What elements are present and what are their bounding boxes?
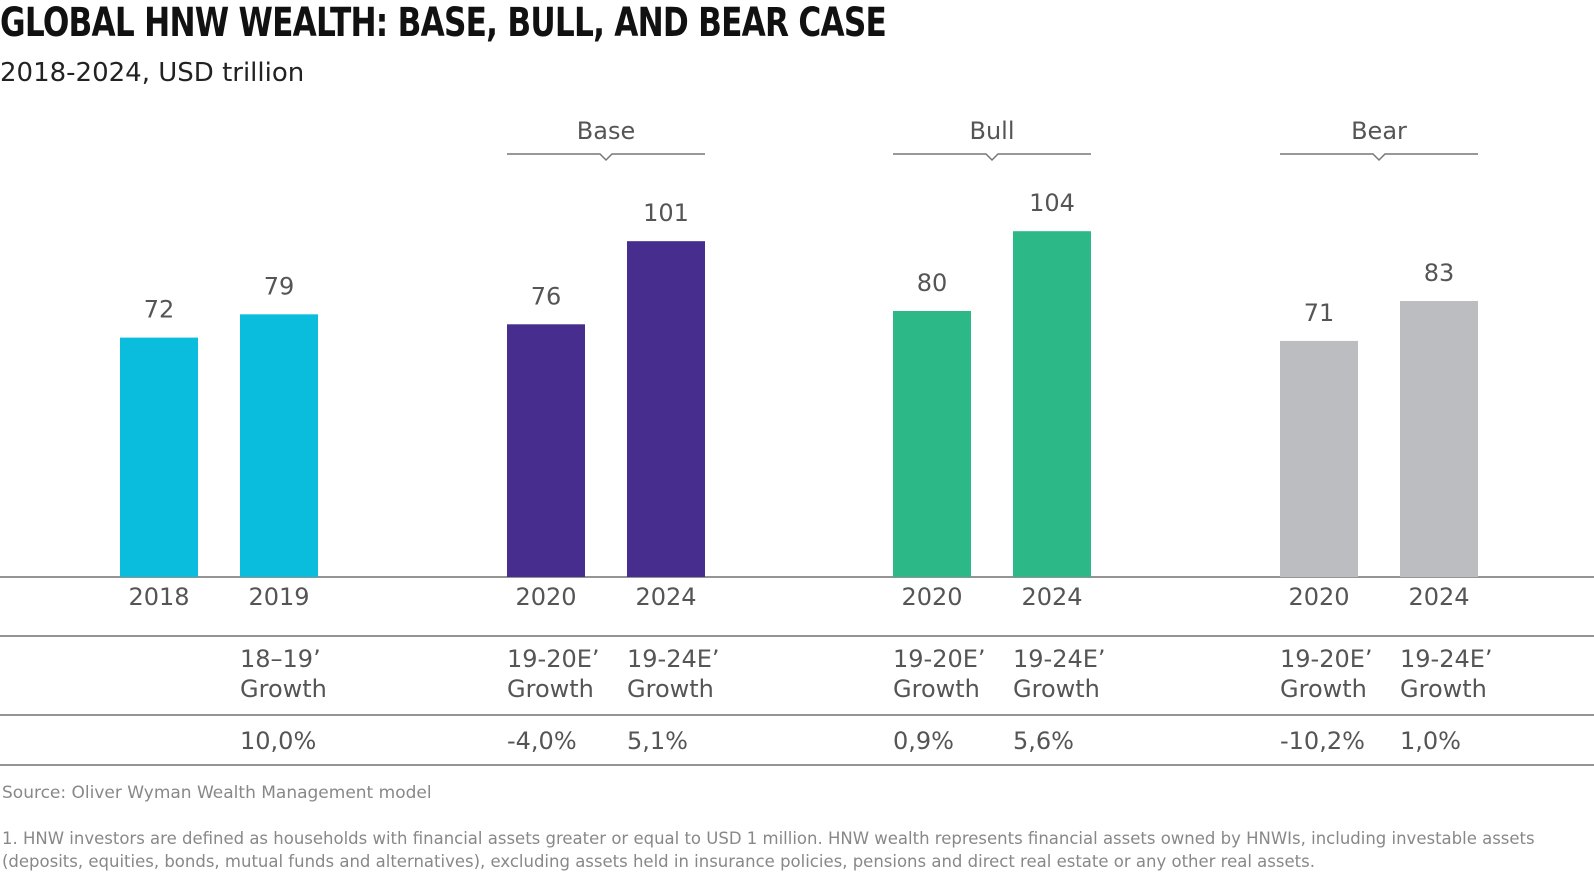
data-label: 76 [531,282,562,310]
bar [507,324,585,577]
growth-value: 0,9% [893,727,954,755]
growth-header: Growth [1400,675,1487,703]
growth-header: Growth [627,675,714,703]
data-label: 72 [144,296,175,324]
growth-value: 1,0% [1400,727,1461,755]
x-tick-label: 2020 [1288,583,1349,611]
growth-header: 19-20E’ [1280,645,1373,673]
scenario-label: Bear [1351,117,1407,145]
growth-header: 19-24E’ [1400,645,1493,673]
x-tick-label: 2024 [1021,583,1082,611]
bar [1280,340,1358,577]
data-label: 80 [917,269,948,297]
growth-header: 18–19’ [240,645,321,673]
growth-header: 19-24E’ [627,645,720,673]
growth-value: 5,1% [627,727,688,755]
data-label: 83 [1424,259,1455,287]
chart-title: GLOBAL HNW WEALTH: BASE, BULL, AND BEAR … [0,0,887,46]
x-tick-label: 2024 [1408,583,1469,611]
scenario-bracket [507,153,705,162]
x-tick-label: 2020 [515,583,576,611]
bar [627,241,705,578]
footnote: 1. HNW investors are defined as househol… [2,829,1535,871]
bar [120,337,198,577]
data-label: 71 [1304,299,1335,327]
data-label: 101 [643,199,689,227]
x-tick-label: 2024 [635,583,696,611]
scenario-label: Bull [969,117,1014,145]
x-tick-label: 2019 [248,583,309,611]
bar [1400,301,1478,577]
growth-value: -4,0% [507,727,577,755]
growth-value: 5,6% [1013,727,1074,755]
growth-header: 19-20E’ [507,645,600,673]
chart-subtitle: 2018-2024, USD trillion [0,58,305,88]
scenario-bracket [893,153,1091,162]
x-tick-label: 2018 [128,583,189,611]
bar-chart: 72 2018 79 2019 76 2020 101 2024 Base 80 2020 104 20… [0,117,1594,766]
scenario-bracket [1280,153,1478,162]
growth-header: Growth [1013,675,1100,703]
growth-header: Growth [1280,675,1367,703]
growth-header: Growth [893,675,980,703]
growth-header: 19-24E’ [1013,645,1106,673]
source-note: Source: Oliver Wyman Wealth Management m… [2,783,432,803]
data-label: 104 [1029,189,1075,217]
x-tick-label: 2020 [901,583,962,611]
data-label: 79 [264,272,295,300]
growth-header: Growth [507,675,594,703]
bar [893,311,971,577]
growth-value: 10,0% [240,727,316,755]
scenario-label: Base [577,117,635,145]
bar [240,314,318,577]
growth-header: Growth [240,675,327,703]
bar [1013,231,1091,577]
growth-header: 19-20E’ [893,645,986,673]
growth-value: -10,2% [1280,727,1365,755]
